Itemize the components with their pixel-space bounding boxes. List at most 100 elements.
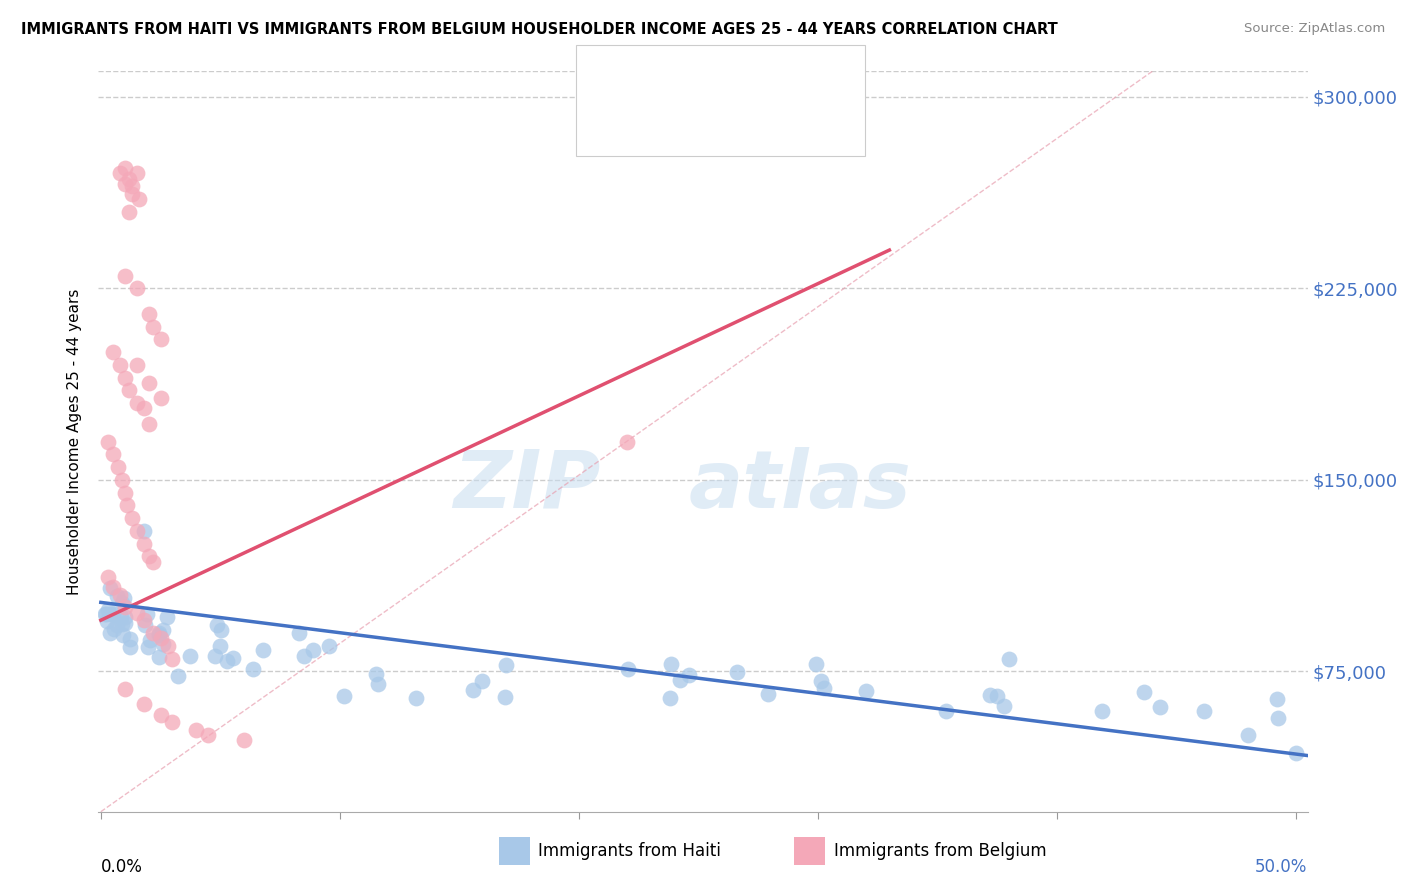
Point [217, 654, 239, 668]
Text: IMMIGRANTS FROM HAITI VS IMMIGRANTS FROM BELGIUM HOUSEHOLDER INCOME AGES 25 - 44: IMMIGRANTS FROM HAITI VS IMMIGRANTS FROM… [21, 22, 1057, 37]
Point [142, 319, 165, 334]
Point [1192, 704, 1215, 718]
Text: 0.286: 0.286 [669, 101, 733, 119]
Point [121, 186, 143, 201]
Point [118, 171, 141, 186]
Point [105, 589, 128, 603]
Point [138, 633, 160, 648]
Point [120, 640, 142, 654]
Point [162, 651, 184, 665]
Point [101, 607, 124, 622]
Point [108, 358, 131, 372]
Point [152, 637, 174, 651]
Point [114, 177, 136, 191]
Point [125, 606, 148, 620]
Point [207, 617, 229, 632]
Point [121, 179, 143, 194]
Point [810, 674, 832, 689]
Point [222, 651, 245, 665]
Point [138, 307, 160, 321]
Point [114, 485, 136, 500]
Point [115, 499, 138, 513]
Point [669, 673, 692, 687]
Point [986, 689, 1008, 703]
Point [471, 674, 494, 689]
Point [332, 689, 354, 703]
Point [659, 657, 682, 672]
Point [128, 192, 150, 206]
Point [1149, 699, 1171, 714]
Point [114, 600, 136, 615]
Point [125, 281, 148, 295]
Point [993, 698, 1015, 713]
Point [156, 610, 179, 624]
Point [979, 688, 1001, 702]
Point [288, 626, 311, 640]
Point [998, 651, 1021, 665]
Point [678, 667, 700, 681]
Point [132, 698, 155, 712]
Point [136, 640, 159, 654]
Point [138, 549, 160, 564]
Point [148, 628, 170, 642]
Point [142, 626, 165, 640]
Point [118, 384, 141, 398]
Point [111, 596, 134, 610]
Point [101, 447, 124, 461]
Point [405, 691, 427, 706]
Point [120, 632, 142, 646]
Point [156, 639, 179, 653]
Point [121, 511, 143, 525]
Point [118, 204, 141, 219]
Point [186, 723, 208, 737]
Point [105, 618, 128, 632]
Point [97, 570, 120, 584]
Point [616, 434, 638, 449]
Point [142, 555, 165, 569]
Point [148, 649, 170, 664]
Point [1265, 692, 1288, 706]
Point [1237, 728, 1260, 742]
Point [114, 682, 136, 697]
Text: ZIP: ZIP [453, 447, 600, 525]
Text: Immigrants from Belgium: Immigrants from Belgium [834, 842, 1046, 860]
Point [98, 626, 121, 640]
Point [107, 460, 129, 475]
Point [149, 707, 172, 722]
Point [111, 473, 134, 487]
Point [103, 622, 125, 636]
Point [132, 524, 155, 538]
Point [162, 715, 184, 730]
Point [935, 704, 957, 718]
Text: atlas: atlas [689, 447, 911, 525]
Point [108, 588, 131, 602]
Point [152, 623, 174, 637]
Text: 50.0%: 50.0% [1256, 858, 1308, 876]
Point [125, 358, 148, 372]
Point [209, 623, 232, 637]
Point [1267, 711, 1289, 725]
Point [96, 614, 118, 628]
Point [302, 643, 325, 657]
Point [132, 401, 155, 416]
Point [134, 618, 156, 632]
Point [806, 657, 828, 672]
Point [114, 161, 136, 176]
Point [179, 648, 201, 663]
Point [98, 607, 121, 622]
Point [204, 649, 226, 664]
Point [461, 683, 484, 698]
Point [148, 626, 170, 640]
Point [94, 607, 117, 621]
Text: N =: N = [735, 101, 787, 119]
Point [813, 681, 835, 696]
Point [366, 667, 388, 681]
Point [149, 391, 172, 405]
Point [97, 434, 120, 449]
Point [108, 166, 131, 180]
Point [114, 615, 136, 630]
Point [167, 669, 190, 683]
Point [97, 603, 120, 617]
Point [101, 580, 124, 594]
Point [149, 631, 172, 645]
